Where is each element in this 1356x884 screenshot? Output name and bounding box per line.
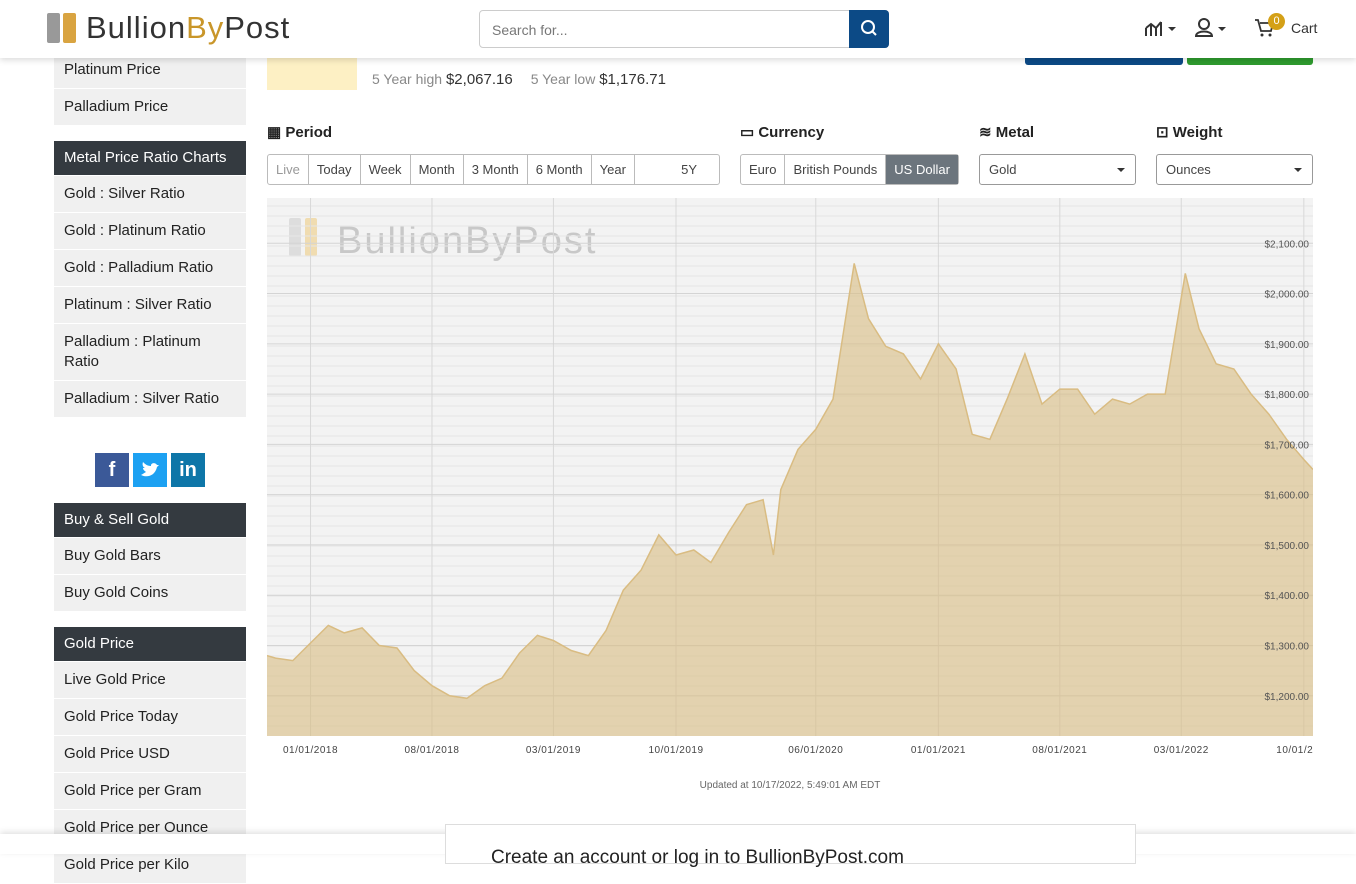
period-buttons: Live Today Week Month 3 Month 6 Month Year 5Y (267, 154, 720, 185)
x-tick-label: 10/01/2019 (648, 745, 703, 756)
x-tick-label: 10/01/2022 (1276, 745, 1313, 756)
updated-note: Updated at 10/17/2022, 5:49:01 AM EDT (699, 780, 881, 791)
sidebar-link[interactable]: Buy Gold Coins (54, 575, 246, 611)
y-tick-label: $1,600.00 (1265, 491, 1310, 502)
button[interactable] (1025, 58, 1183, 65)
summary: 5 Year high $2,067.16 5 Year low $1,176.7… (372, 71, 666, 88)
sidebar-link[interactable]: Palladium : Silver Ratio (54, 381, 246, 417)
currency-button[interactable]: US Dollar (886, 155, 958, 184)
twitter[interactable] (133, 453, 167, 487)
label: Weight (1172, 124, 1223, 141)
label: Currency (758, 124, 825, 141)
y-tick-label: $1,900.00 (1265, 340, 1310, 351)
sidebar: Platinum Price Palladium Price Metal Price… (54, 52, 246, 884)
y-tick-label: $1,500.00 (1265, 541, 1310, 552)
weight-select[interactable]: Ounces (1156, 154, 1313, 185)
search-button[interactable] (849, 10, 889, 48)
watermark-icon (289, 218, 301, 256)
cart-badge: 0 (1268, 13, 1285, 30)
search-input[interactable]: Search for... (479, 10, 889, 48)
button[interactable] (1187, 58, 1313, 65)
x-tick-label: 01/01/2021 (911, 745, 966, 756)
y-tick-label: $1,800.00 (1265, 390, 1310, 401)
sidebar-link[interactable]: Gold Price per Gram (54, 773, 246, 809)
logo-text: By (186, 10, 225, 45)
sidebar-link[interactable]: Palladium Price (54, 89, 246, 125)
period-button[interactable]: Month (411, 155, 464, 184)
sidebar-heading[interactable]: Metal Price Ratio Charts (54, 141, 246, 175)
x-tick-label: 03/01/2019 (526, 745, 581, 756)
sidebar-link[interactable]: Gold Price Today (54, 699, 246, 735)
x-tick-label: 06/01/2020 (788, 745, 843, 756)
sidebar-heading[interactable]: Gold Price (54, 627, 246, 661)
sidebar-link[interactable]: Palladium : Platinum Ratio (54, 324, 246, 380)
logo-icon (47, 13, 76, 43)
cart-link[interactable]: Cart (1291, 20, 1318, 36)
y-tick-label: $1,200.00 (1265, 692, 1310, 703)
metal-label: ≋ Metal (979, 124, 1035, 141)
logo[interactable]: BullionByPost (86, 10, 290, 46)
period-button[interactable]: Today (309, 155, 361, 184)
header-icons[interactable] (1144, 16, 1234, 40)
label: Period (285, 124, 333, 141)
sidebar-link[interactable]: Platinum Price (54, 52, 246, 88)
y-tick-label: $1,400.00 (1265, 591, 1310, 602)
period-button[interactable]: 6 Month (528, 155, 592, 184)
y-tick-label: $1,300.00 (1265, 641, 1310, 652)
logo-text: Post (224, 10, 291, 45)
sidebar-link[interactable]: Gold : Platinum Ratio (54, 213, 246, 249)
label: 5 Year high (372, 71, 443, 87)
label: Metal (995, 124, 1035, 141)
sidebar-link[interactable]: Platinum : Silver Ratio (54, 287, 246, 323)
y-tick-label: $1,700.00 (1265, 440, 1310, 451)
sidebar-link[interactable]: Gold : Palladium Ratio (54, 250, 246, 286)
currency-button[interactable]: Euro (741, 155, 786, 184)
x-tick-label: 01/01/2018 (283, 745, 338, 756)
currency-buttons: Euro British Pounds US Dollar (740, 154, 959, 185)
social-links: f in (54, 453, 246, 487)
period-label: ▦ Period (267, 124, 333, 141)
sidebar-link[interactable]: Gold : Silver Ratio (54, 176, 246, 212)
sidebar-link[interactable]: Live Gold Price (54, 662, 246, 698)
metal-select[interactable]: Gold (979, 154, 1136, 185)
banner[interactable]: Create an account or log in to BullionBy… (445, 824, 1136, 868)
sidebar-heading[interactable]: Buy & Sell Gold (54, 503, 246, 537)
price-box (267, 58, 357, 90)
twitter-icon (141, 462, 159, 477)
x-tick-label: 08/01/2021 (1032, 745, 1087, 756)
price-area (267, 263, 1313, 736)
y-tick-label: $2,100.00 (1265, 239, 1310, 250)
watermark: BullionByPost (337, 220, 597, 262)
sidebar-link[interactable]: Buy Gold Bars (54, 538, 246, 574)
y-tick-label: $2,000.00 (1265, 290, 1310, 301)
sidebar-link[interactable]: Gold Price USD (54, 736, 246, 772)
currency-label: ▭ Currency (740, 124, 825, 141)
currency-button[interactable]: British Pounds (785, 155, 887, 184)
header: BullionByPost Search for... 0 Cart (0, 0, 1356, 58)
logo-text: Bullion (86, 10, 187, 45)
label: 5 Year low (530, 71, 596, 87)
chart: BullionByPost 01/01/2018 08/01/2018 03/01/… (267, 198, 1313, 756)
value: $2,067.16 (445, 71, 513, 88)
value: $1,176.71 (599, 71, 666, 88)
x-tick-label: 03/01/2022 (1154, 745, 1209, 756)
price-line (267, 263, 1313, 700)
period-button[interactable]: 5Y (681, 162, 697, 177)
period-button[interactable]: Live (268, 155, 309, 184)
weight-label: ⊡ Weight (1156, 124, 1223, 141)
period-button[interactable]: 3 Month (464, 155, 528, 184)
period-button[interactable]: Year (592, 155, 635, 184)
search-icon (861, 20, 877, 36)
facebook[interactable]: f (95, 453, 129, 487)
x-tick-label: 08/01/2018 (404, 745, 459, 756)
period-button[interactable]: Week (361, 155, 411, 184)
linkedin[interactable]: in (171, 453, 205, 487)
placeholder: Search for... (492, 22, 568, 38)
